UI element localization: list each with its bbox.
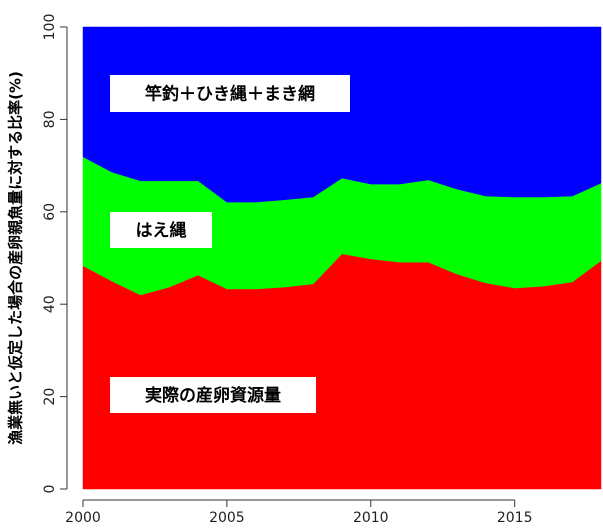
x-tick-label: 2010 (353, 510, 389, 526)
x-tick-label: 2000 (65, 510, 101, 526)
series-label: はえ縄 (136, 220, 187, 241)
x-tick-label: 2005 (209, 510, 245, 526)
y-tick-label: 100 (42, 14, 58, 41)
y-axis-label: 漁業無いと仮定した場合の産卵親魚量に対する比率(%) (7, 71, 25, 445)
area (82, 26, 602, 203)
y-tick-label: 0 (42, 485, 58, 494)
y-tick-label: 40 (42, 295, 58, 313)
label-box (110, 75, 350, 112)
y-tick-label: 80 (42, 110, 58, 128)
y-tick-label: 60 (42, 203, 58, 221)
series-label: 竿釣＋ひき縄＋まき網 (144, 84, 315, 105)
y-tick-label: 20 (42, 388, 58, 406)
label-box (110, 377, 316, 413)
x-tick-label: 2015 (497, 510, 533, 526)
series-label: 実際の産卵資源量 (145, 385, 281, 406)
label-box (110, 212, 212, 248)
